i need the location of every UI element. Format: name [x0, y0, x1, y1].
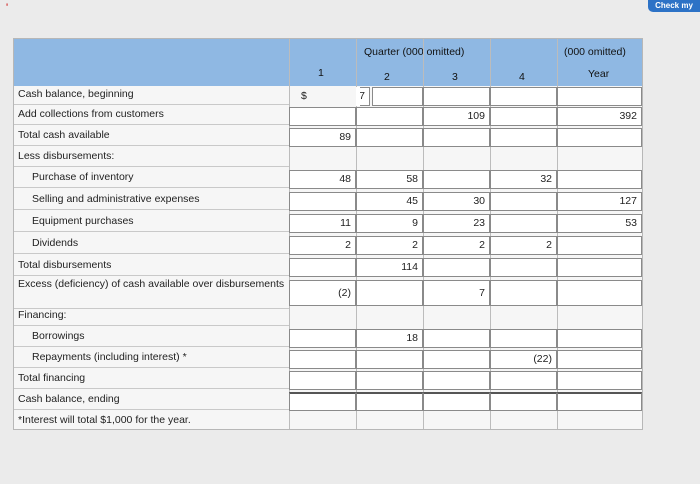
row-label-repayments: Repayments (including interest) *: [14, 347, 289, 368]
row-label-purchase-inventory: Purchase of inventory: [14, 167, 289, 188]
input-equipment-q1[interactable]: 11: [289, 214, 356, 233]
row-label-total-cash-available: Total cash available: [14, 125, 289, 146]
input-collections-q2[interactable]: [356, 107, 423, 126]
col-header-3: 3: [452, 71, 458, 83]
input-total-financing-q4[interactable]: [490, 371, 557, 390]
corner-mark: ': [6, 2, 9, 14]
input-borrowings-year[interactable]: [557, 329, 642, 348]
input-cash-ending-q1[interactable]: [289, 392, 356, 411]
input-total-cash-q2[interactable]: [356, 128, 423, 147]
col-divider: [356, 39, 357, 429]
input-repayments-q2[interactable]: [356, 350, 423, 369]
input-borrowings-q3[interactable]: [423, 329, 490, 348]
row-label-total-financing: Total financing: [14, 368, 289, 389]
input-inventory-q4[interactable]: 32: [490, 170, 557, 189]
input-dividends-year[interactable]: [557, 236, 642, 255]
row-label-dividends: Dividends: [14, 233, 289, 254]
input-cash-beginning-q3[interactable]: [423, 87, 490, 106]
input-cash-beginning-q4[interactable]: [490, 87, 557, 106]
input-collections-q1[interactable]: [289, 107, 356, 126]
input-total-financing-q1[interactable]: [289, 371, 356, 390]
row-label-cash-beginning: Cash balance, beginning: [14, 84, 289, 105]
input-cash-ending-q3[interactable]: [423, 392, 490, 411]
input-equipment-q2[interactable]: 9: [356, 214, 423, 233]
input-repayments-q1[interactable]: [289, 350, 356, 369]
col-divider: [490, 39, 491, 429]
row-label-borrowings: Borrowings: [14, 326, 289, 347]
input-inventory-q2[interactable]: 58: [356, 170, 423, 189]
input-cash-ending-year[interactable]: [557, 392, 642, 411]
cash-budget-table: Quarter (000 omitted) (000 omitted) 1 2 …: [13, 38, 643, 430]
row-label-cash-ending: Cash balance, ending: [14, 389, 289, 410]
input-total-disb-q1[interactable]: [289, 258, 356, 277]
col-divider: [289, 39, 290, 429]
input-excess-q4[interactable]: [490, 280, 557, 306]
input-dividends-q4[interactable]: 2: [490, 236, 557, 255]
col-header-2: 2: [384, 71, 390, 83]
row-label-financing: Financing:: [14, 305, 289, 326]
input-repayments-q4[interactable]: (22): [490, 350, 557, 369]
input-collections-year[interactable]: 392: [557, 107, 642, 126]
input-total-disb-q2[interactable]: 114: [356, 258, 423, 277]
input-total-cash-q1[interactable]: 89: [289, 128, 356, 147]
input-selling-q1[interactable]: [289, 192, 356, 211]
input-excess-year[interactable]: [557, 280, 642, 306]
row-label-selling-admin: Selling and administrative expenses: [14, 189, 289, 210]
input-total-financing-q2[interactable]: [356, 371, 423, 390]
input-dividends-q3[interactable]: 2: [423, 236, 490, 255]
input-total-financing-q3[interactable]: [423, 371, 490, 390]
input-total-disb-q3[interactable]: [423, 258, 490, 277]
input-total-disb-q4[interactable]: [490, 258, 557, 277]
input-cash-beginning-year[interactable]: [557, 87, 642, 106]
col-divider: [423, 39, 424, 429]
year-title: (000 omitted): [564, 46, 626, 58]
input-selling-q3[interactable]: 30: [423, 192, 490, 211]
quarter-title: Quarter (000 omitted): [364, 46, 465, 58]
currency-symbol: $: [301, 90, 307, 102]
footnote: *Interest will total $1,000 for the year…: [18, 414, 191, 426]
input-selling-year[interactable]: 127: [557, 192, 642, 211]
input-excess-q3[interactable]: 7: [423, 280, 490, 306]
input-collections-q4[interactable]: [490, 107, 557, 126]
input-cash-ending-q4[interactable]: [490, 392, 557, 411]
input-borrowings-q2[interactable]: 18: [356, 329, 423, 348]
input-total-cash-q4[interactable]: [490, 128, 557, 147]
input-total-cash-year[interactable]: [557, 128, 642, 147]
input-borrowings-q1[interactable]: [289, 329, 356, 348]
input-cash-beginning-q2[interactable]: [372, 87, 423, 106]
input-excess-q1[interactable]: (2): [289, 280, 356, 306]
row-label-collections: Add collections from customers: [14, 104, 289, 125]
col-divider: [557, 39, 558, 429]
input-total-cash-q3[interactable]: [423, 128, 490, 147]
row-label-total-disbursements: Total disbursements: [14, 255, 289, 276]
col-header-year: Year: [588, 68, 610, 80]
input-selling-q4[interactable]: [490, 192, 557, 211]
input-total-disb-year[interactable]: [557, 258, 642, 277]
input-collections-q3[interactable]: 109: [423, 107, 490, 126]
row-label-less-disbursements: Less disbursements:: [14, 146, 289, 167]
input-borrowings-q4[interactable]: [490, 329, 557, 348]
input-dividends-q1[interactable]: 2: [289, 236, 356, 255]
input-cash-ending-q2[interactable]: [356, 392, 423, 411]
input-total-financing-year[interactable]: [557, 371, 642, 390]
check-my-work-button[interactable]: Check my work: [648, 0, 700, 12]
input-inventory-q3[interactable]: [423, 170, 490, 189]
row-label-equipment: Equipment purchases: [14, 211, 289, 232]
input-dividends-q2[interactable]: 2: [356, 236, 423, 255]
spacer: [356, 87, 360, 106]
input-inventory-q1[interactable]: 48: [289, 170, 356, 189]
input-equipment-year[interactable]: 53: [557, 214, 642, 233]
input-equipment-q4[interactable]: [490, 214, 557, 233]
row-label-excess-deficiency: Excess (deficiency) of cash available ov…: [14, 276, 289, 309]
col-header-1: 1: [318, 67, 324, 79]
input-selling-q2[interactable]: 45: [356, 192, 423, 211]
input-excess-q2[interactable]: [356, 280, 423, 306]
header-band-top: [14, 39, 642, 62]
input-repayments-q3[interactable]: [423, 350, 490, 369]
header-band-bottom: [14, 62, 642, 86]
input-equipment-q3[interactable]: 23: [423, 214, 490, 233]
input-inventory-year[interactable]: [557, 170, 642, 189]
col-header-4: 4: [519, 71, 525, 83]
input-repayments-year[interactable]: [557, 350, 642, 369]
